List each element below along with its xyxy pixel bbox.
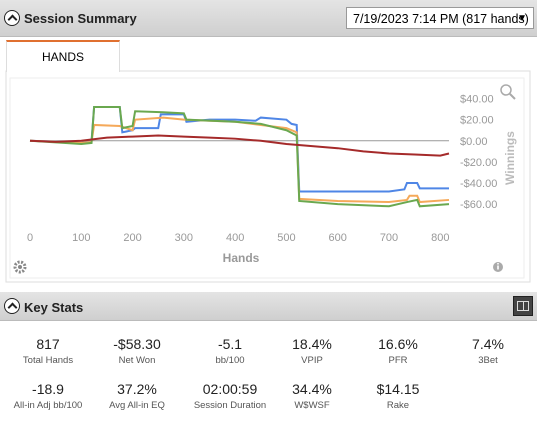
stat: $14.15 Rake bbox=[356, 381, 440, 411]
stat-value: 37.2% bbox=[117, 381, 157, 397]
stat-label: Session Duration bbox=[193, 400, 267, 411]
collapse-button[interactable] bbox=[4, 298, 20, 314]
x-tick-label: 600 bbox=[329, 232, 347, 244]
y-tick-label: $20.00 bbox=[460, 115, 494, 127]
header-title: Session Summary bbox=[24, 11, 137, 26]
x-tick-label: 0 bbox=[27, 232, 33, 244]
y-tick-label: -$60.00 bbox=[460, 199, 497, 211]
zoom-icon[interactable] bbox=[500, 84, 516, 100]
session-dropdown[interactable]: 7/19/2023 7:14 PM (817 hands) ▼ bbox=[346, 7, 534, 29]
stat: 16.6% PFR bbox=[356, 336, 440, 366]
y-tick-label: -$20.00 bbox=[460, 157, 497, 169]
section-title: Key Stats bbox=[24, 300, 84, 315]
stat-label: VPIP bbox=[301, 355, 323, 366]
series-line bbox=[29, 106, 450, 208]
x-tick-label: 300 bbox=[175, 232, 193, 244]
stat: -18.9 All-in Adj bb/100 bbox=[6, 381, 90, 411]
y-tick-label: $40.00 bbox=[460, 94, 494, 106]
stat: 7.4% 3Bet bbox=[446, 336, 530, 366]
summary-header: Session Summary 7/19/2023 7:14 PM (817 h… bbox=[0, 0, 537, 37]
stat: 18.4% VPIP bbox=[270, 336, 354, 366]
dropdown-text: 7/19/2023 7:14 PM (817 hands) bbox=[353, 12, 529, 26]
stat: 02:00:59 Session Duration bbox=[188, 381, 272, 411]
x-tick-label: 200 bbox=[123, 232, 141, 244]
x-tick-label: 400 bbox=[226, 232, 244, 244]
layout-button[interactable] bbox=[513, 296, 533, 316]
stat: 34.4% W$WSF bbox=[270, 381, 354, 411]
stat-value: 16.6% bbox=[378, 336, 418, 352]
hands-tab[interactable]: HANDS bbox=[6, 40, 120, 72]
info-icon[interactable] bbox=[493, 262, 503, 272]
series-line bbox=[29, 134, 450, 157]
stat-value: $14.15 bbox=[376, 381, 420, 397]
x-tick-label: 100 bbox=[72, 232, 90, 244]
stat-value: -18.9 bbox=[32, 381, 64, 397]
stat: -5.1 bb/100 bbox=[188, 336, 272, 366]
x-tick-label: 500 bbox=[277, 232, 295, 244]
stat-label: 3Bet bbox=[478, 355, 498, 366]
stat-value: 34.4% bbox=[292, 381, 332, 397]
stat-label: Net Won bbox=[118, 355, 156, 366]
settings-icon[interactable] bbox=[13, 260, 27, 274]
stat-value: 7.4% bbox=[472, 336, 504, 352]
stat-label: Avg All-in EQ bbox=[109, 400, 165, 411]
stat-label: Total Hands bbox=[22, 355, 74, 366]
plot-area bbox=[9, 77, 525, 279]
stat-value: 817 bbox=[36, 336, 60, 352]
chart: Hands Winnings 0 100 200 300 400 500 600 700 800… bbox=[5, 70, 531, 283]
x-tick-label: 700 bbox=[380, 232, 398, 244]
y-tick-label: $0.00 bbox=[460, 136, 488, 148]
y-tick-label: -$40.00 bbox=[460, 178, 497, 190]
stat-label: PFR bbox=[388, 355, 408, 366]
stat-label: W$WSF bbox=[294, 400, 330, 411]
stat-label: All-in Adj bb/100 bbox=[13, 400, 83, 411]
collapse-button[interactable] bbox=[4, 10, 20, 26]
stat-label: Rake bbox=[386, 400, 410, 411]
y-axis-label: Winnings bbox=[503, 131, 517, 185]
stat: 37.2% Avg All-in EQ bbox=[95, 381, 179, 411]
stat-value: 18.4% bbox=[292, 336, 332, 352]
stat-label: bb/100 bbox=[215, 355, 245, 366]
key-stats-header: Key Stats bbox=[0, 292, 537, 321]
stat-value: -5.1 bbox=[217, 336, 243, 352]
stat: -$58.30 Net Won bbox=[95, 336, 179, 366]
stat-value: 02:00:59 bbox=[202, 381, 258, 397]
x-tick-label: 800 bbox=[431, 232, 449, 244]
stat: 817 Total Hands bbox=[6, 336, 90, 366]
x-axis-label: Hands bbox=[223, 251, 260, 265]
stat-value: -$58.30 bbox=[113, 336, 161, 352]
